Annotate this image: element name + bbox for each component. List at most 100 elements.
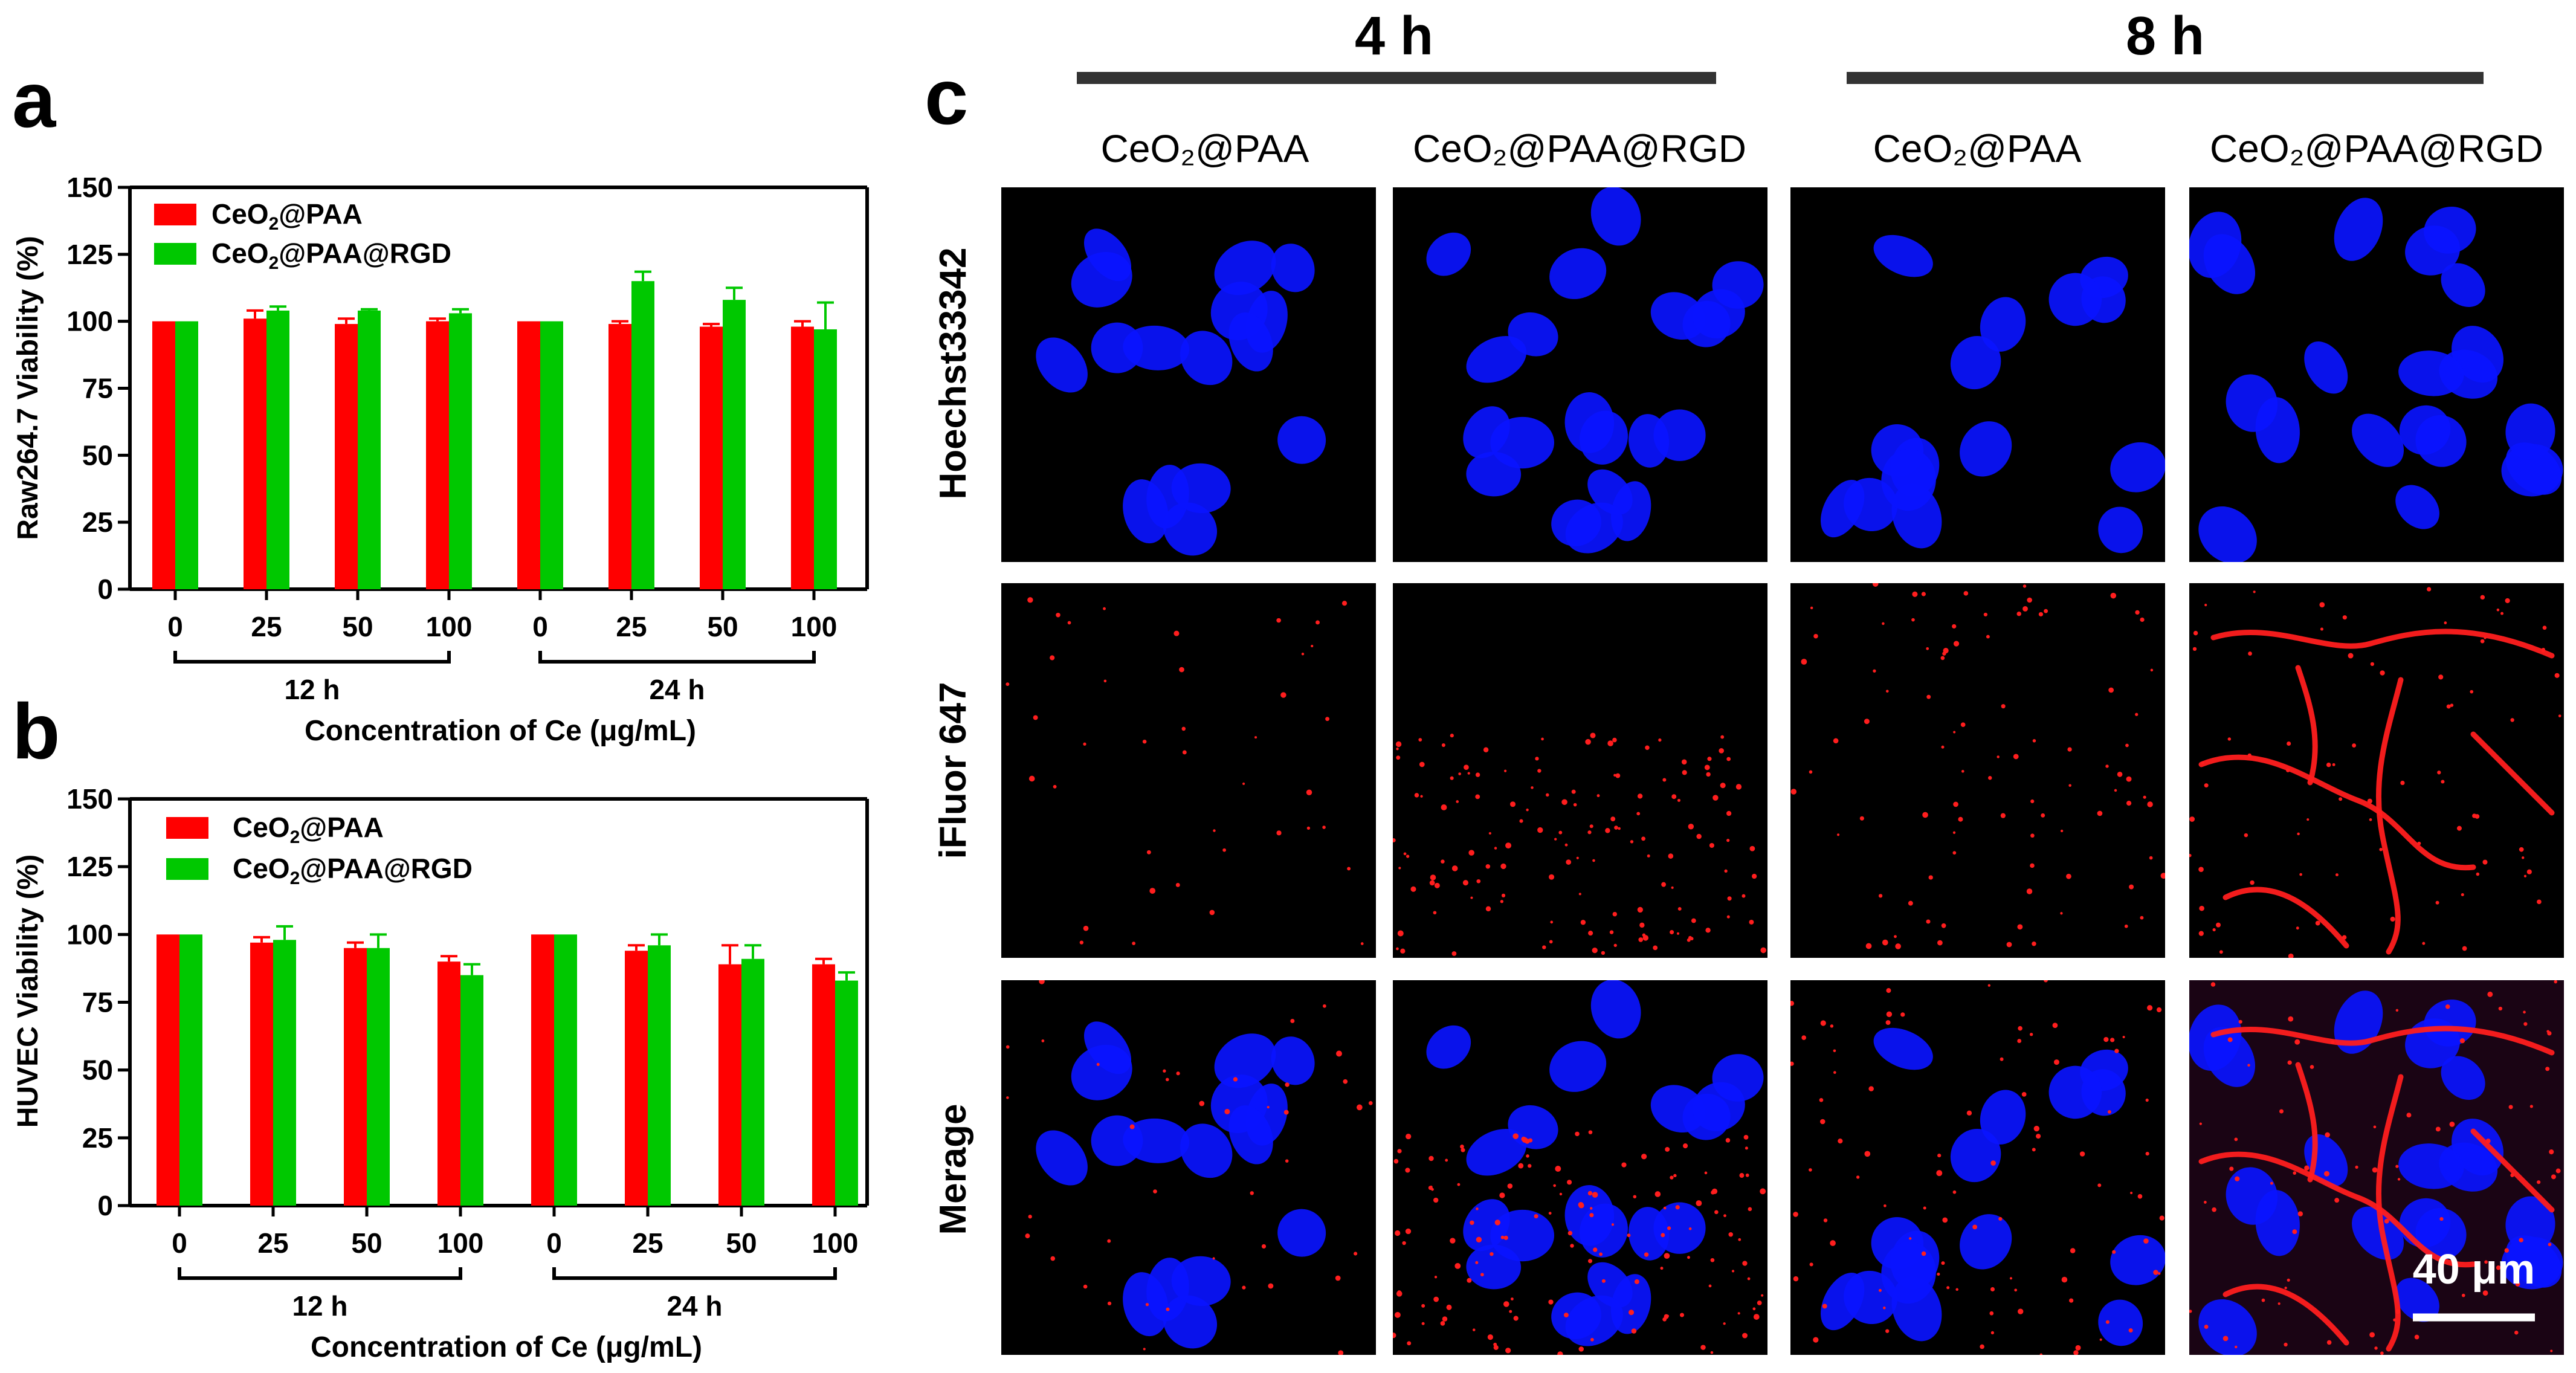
dye-speck	[2017, 924, 2023, 930]
dye-speck	[2114, 1048, 2119, 1053]
dye-speck	[1793, 1276, 1799, 1282]
dye-speck	[2140, 617, 2145, 622]
dye-speck	[1132, 942, 1136, 946]
dye-speck	[1006, 682, 1010, 686]
dye-speck	[1660, 1267, 1664, 1270]
dye-speck	[2400, 780, 2405, 786]
x-tick-label: 100	[426, 611, 473, 642]
dye-speck	[1541, 737, 1544, 741]
dye-speck	[1997, 755, 2000, 758]
nucleus	[1508, 312, 1558, 357]
dye-speck	[2032, 1148, 2036, 1152]
dye-speck	[2485, 1139, 2491, 1144]
nucleus	[2352, 413, 2404, 467]
bar-ceo2-paa-rgd	[741, 958, 764, 1206]
dye-speck	[1819, 1097, 1824, 1102]
dye-speck	[2339, 797, 2343, 801]
dye-speck	[1393, 838, 1396, 842]
chart-a-legend-label-cep: CeO2@PAA	[211, 198, 363, 234]
dye-speck	[2156, 1007, 2162, 1013]
dye-speck	[1639, 922, 1645, 928]
dye-speck	[2395, 1165, 2399, 1168]
dye-speck	[1895, 943, 1901, 949]
dye-speck	[2296, 926, 2299, 930]
nucleus	[1564, 1185, 1615, 1246]
dye-speck	[2367, 798, 2372, 804]
dye-speck	[1926, 647, 1929, 650]
dye-speck	[1589, 1213, 1594, 1218]
dye-speck	[1306, 826, 1311, 830]
dye-speck	[1856, 1175, 1860, 1179]
dye-speck	[1554, 838, 1557, 841]
dye-speck	[2555, 1168, 2561, 1174]
dye-speck	[2066, 873, 2071, 879]
micrograph-r3-c3	[1790, 980, 2165, 1355]
y-tick-label: 75	[82, 987, 113, 1018]
dye-speck	[1670, 1175, 1674, 1180]
dye-speck	[1675, 1205, 1680, 1210]
nucleus	[1590, 187, 1641, 246]
dye-speck	[2374, 1346, 2378, 1350]
dye-speck	[1149, 888, 1156, 894]
dye-speck	[1724, 869, 1728, 873]
dye-speck	[2355, 1165, 2358, 1169]
group-label: 12 h	[292, 1290, 347, 1322]
nucleus	[1980, 1090, 2026, 1145]
dye-speck	[2000, 1057, 2004, 1061]
dye-speck	[2234, 1137, 2238, 1142]
dye-speck	[1475, 772, 1480, 777]
nucleus	[2441, 1056, 2485, 1100]
nucleus	[1466, 1129, 1527, 1176]
dye-speck	[2505, 598, 2510, 604]
dye-speck	[1941, 923, 1946, 928]
chart-b-xlabel: Concentration of Ce (μg/mL)	[311, 1331, 702, 1363]
dye-speck	[2519, 847, 2524, 852]
dye-speck	[2219, 950, 2223, 954]
micrograph-r2-c3	[1790, 583, 2165, 958]
dye-speck	[1285, 1159, 1289, 1163]
dye-speck	[1885, 1329, 1890, 1333]
dye-speck	[1690, 937, 1694, 941]
dye-speck	[2373, 1125, 2377, 1129]
dye-speck	[2348, 653, 2354, 659]
dye-speck	[1025, 1233, 1030, 1239]
dye-speck	[2105, 1320, 2110, 1324]
dye-speck	[2250, 880, 2255, 885]
dye-speck	[2397, 1178, 2401, 1181]
dye-speck	[2332, 763, 2336, 766]
dye-speck	[2189, 854, 2192, 858]
dye-speck	[1573, 803, 1577, 807]
dye-speck	[1833, 1071, 1836, 1074]
dye-speck	[1665, 1146, 1670, 1152]
dye-speck	[1451, 951, 1457, 956]
dye-speck	[2325, 1132, 2330, 1138]
micrograph-background	[1001, 583, 1376, 958]
micrograph-r1-c4	[2189, 187, 2564, 562]
group-bracket	[173, 651, 451, 664]
dye-speck	[2369, 1332, 2375, 1338]
dye-speck	[1311, 645, 1314, 648]
dye-speck	[1688, 1227, 1692, 1230]
dye-speck	[1588, 1130, 1593, 1134]
dye-speck	[1485, 906, 1491, 912]
dye-speck	[2000, 813, 2006, 818]
dye-speck	[1714, 1210, 1719, 1215]
nucleus	[1549, 1041, 1607, 1092]
dye-speck	[1599, 1252, 1603, 1256]
dye-speck	[1647, 854, 1650, 858]
dye-speck	[1142, 739, 1147, 744]
dye-speck	[1671, 794, 1677, 800]
dye-speck	[1421, 1304, 1425, 1308]
dye-speck	[1833, 1049, 1836, 1053]
dye-speck	[1998, 1216, 2003, 1221]
group-bracket	[178, 1267, 462, 1280]
dye-speck	[2537, 1180, 2541, 1184]
dye-speck	[1500, 1235, 1505, 1239]
dye-speck	[1503, 1235, 1508, 1240]
nucleus	[2452, 326, 2503, 383]
dye-speck	[1859, 816, 1864, 821]
dye-speck	[2546, 1030, 2549, 1033]
chart-b-ylabel: HUVEC Viability (%)	[12, 854, 44, 1128]
dye-speck	[1621, 1162, 1627, 1168]
dye-speck	[2529, 1105, 2533, 1108]
